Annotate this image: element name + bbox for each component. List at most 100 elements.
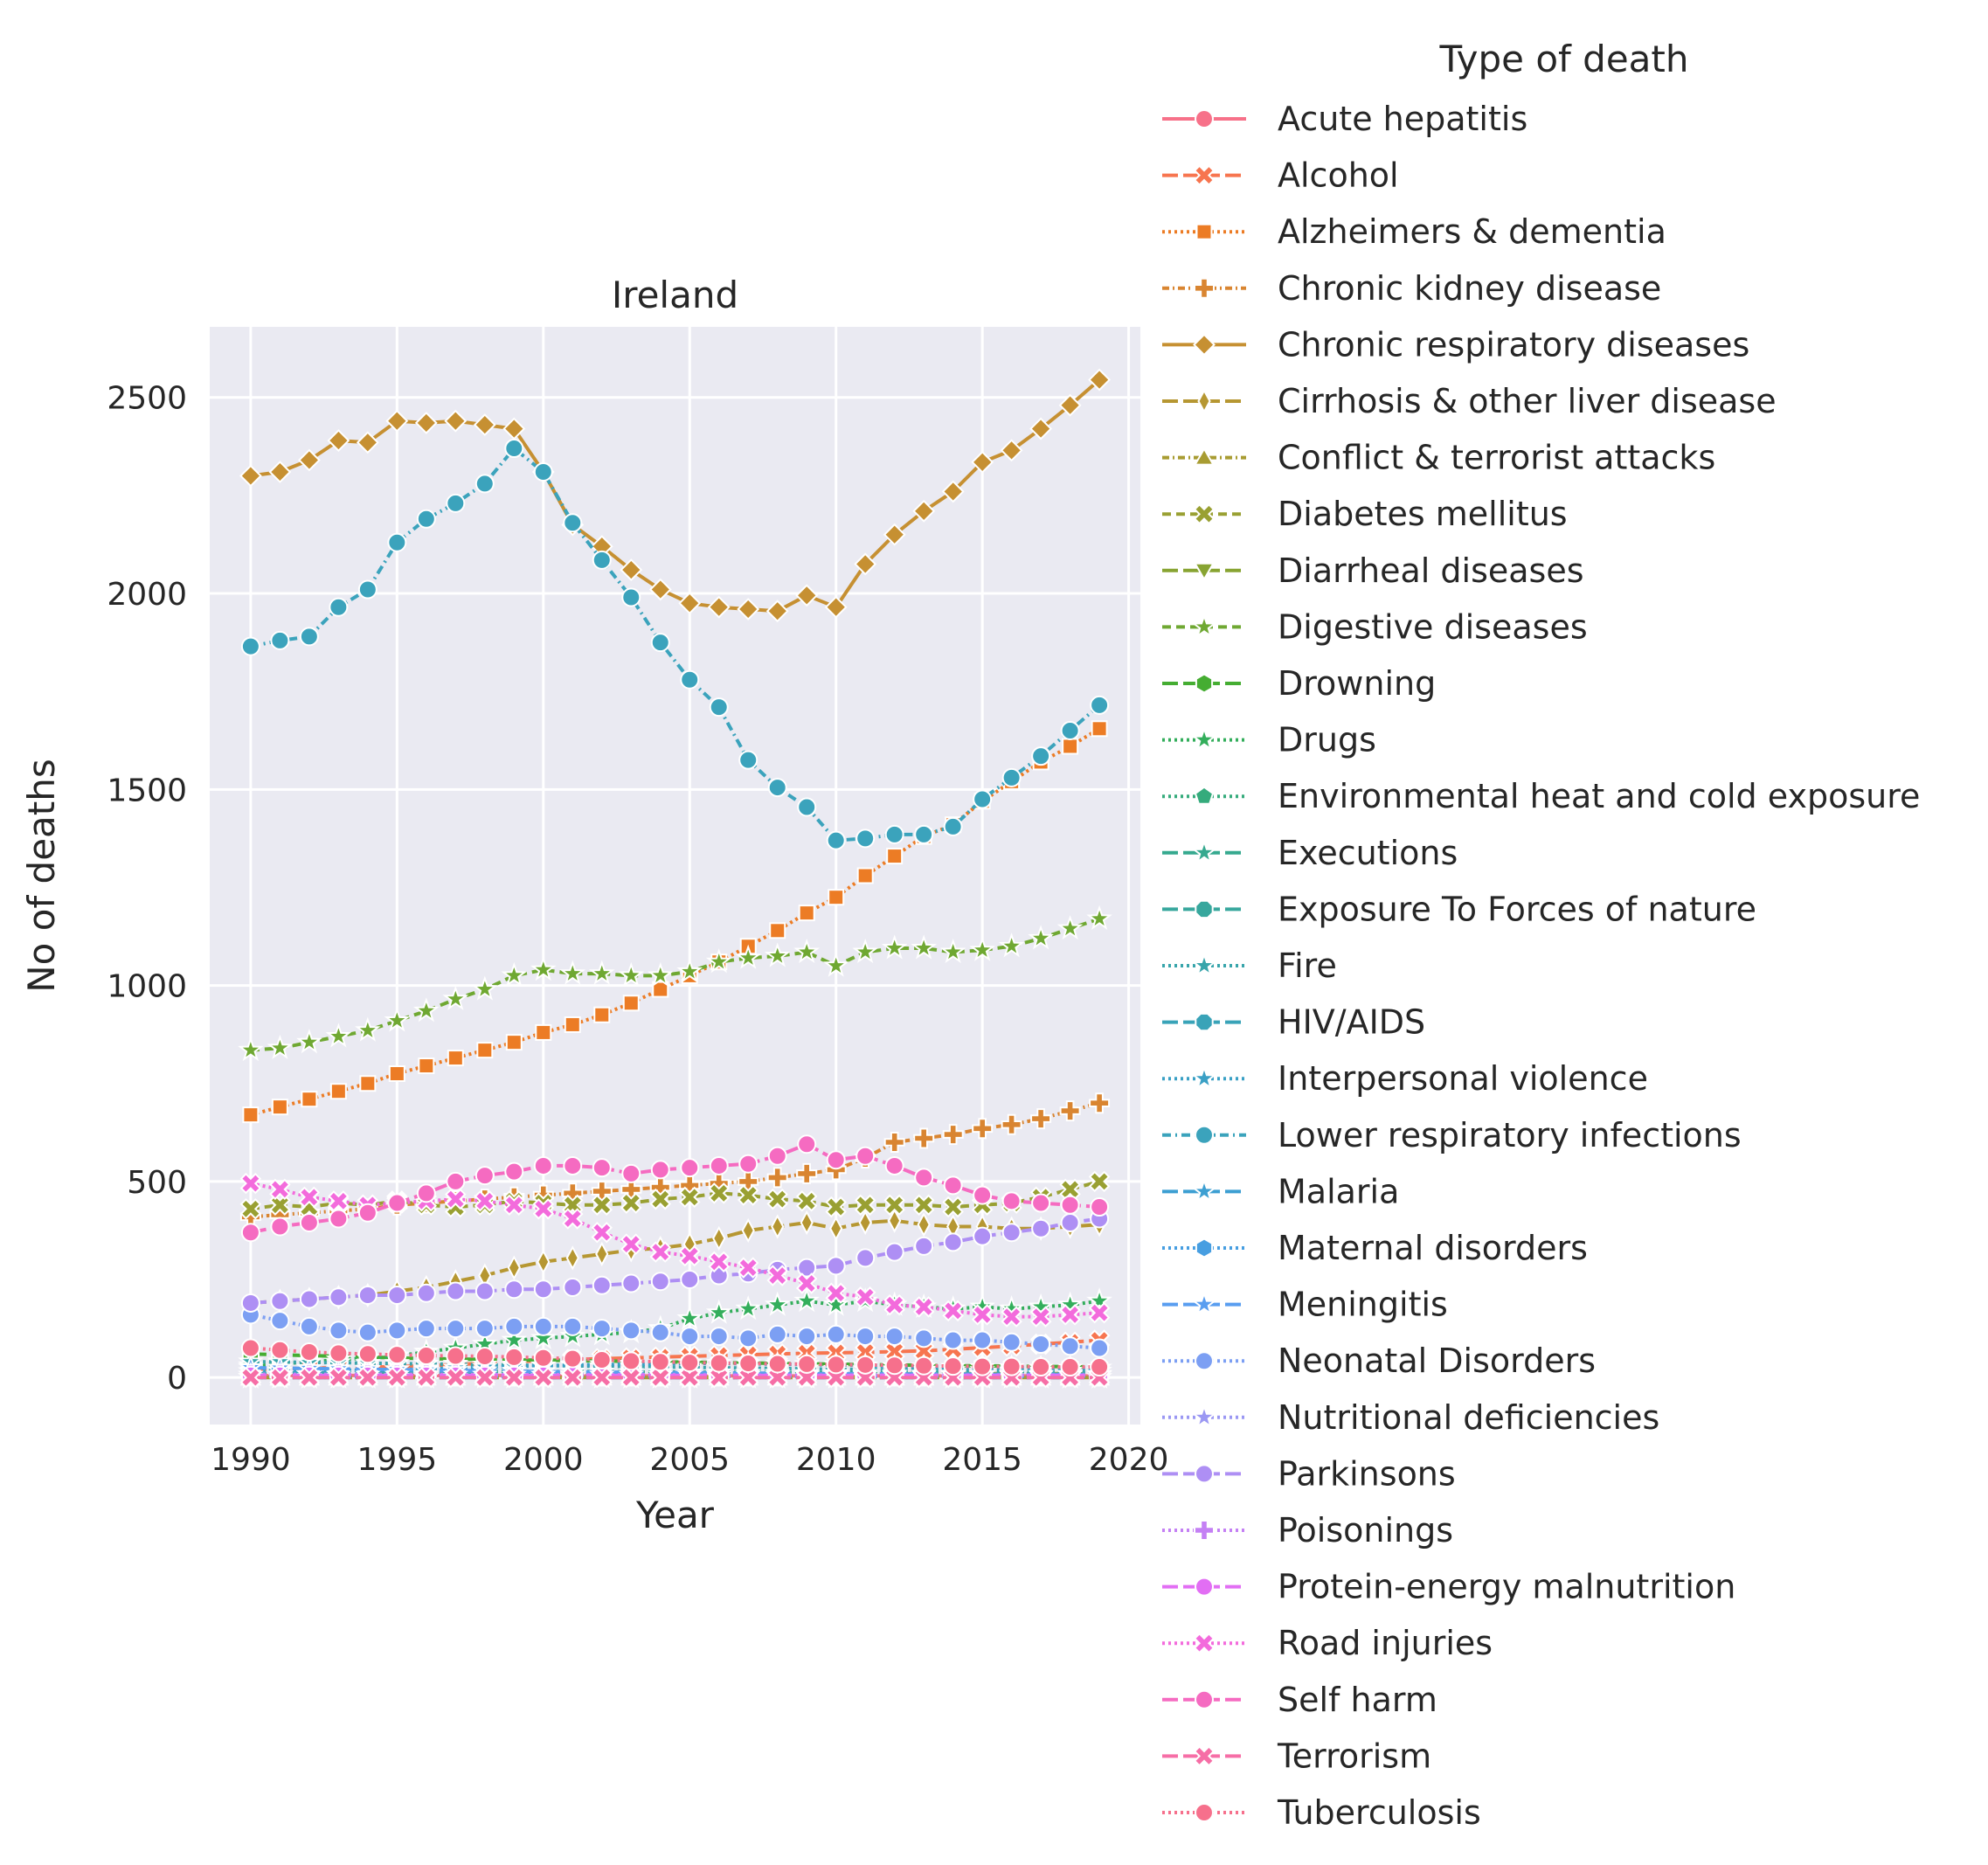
legend-entry: Neonatal Disorders: [1162, 1342, 1596, 1380]
data-point: [883, 1194, 905, 1217]
legend-entry: Digestive diseases: [1162, 607, 1588, 646]
data-point: [765, 600, 789, 623]
data-point: [1090, 1357, 1110, 1377]
legend-marker: [1195, 1689, 1214, 1709]
data-point: [533, 1348, 553, 1368]
data-point: [299, 1316, 319, 1336]
data-point: [414, 411, 438, 434]
data-point: [268, 461, 292, 483]
data-point: [445, 1366, 467, 1389]
data-point: [705, 1299, 732, 1324]
data-point: [767, 1324, 787, 1344]
data-point: [473, 413, 496, 437]
data-point: [914, 1236, 934, 1256]
legend-entry: Tuberculosis: [1162, 1793, 1481, 1832]
data-point: [971, 450, 994, 474]
data-point: [503, 1194, 525, 1217]
data-point: [943, 1330, 963, 1350]
legend-label: Diabetes mellitus: [1278, 495, 1568, 533]
data-point: [648, 578, 672, 601]
data-point: [505, 1034, 523, 1051]
legend-entry: Environmental heat and cold exposure: [1162, 777, 1920, 815]
data-point: [270, 1291, 290, 1311]
legend-marker: [1193, 503, 1216, 525]
data-point: [652, 981, 669, 998]
data-point: [709, 1155, 729, 1175]
y-tick-label: 2000: [107, 577, 187, 613]
legend-label: Interpersonal violence: [1278, 1059, 1648, 1098]
data-point: [735, 1295, 761, 1321]
data-point: [442, 985, 469, 1010]
data-point: [650, 1160, 670, 1180]
data-point: [741, 1217, 755, 1244]
legend-entry: Road injuries: [1162, 1624, 1493, 1662]
data-point: [766, 1265, 788, 1286]
data-point: [881, 934, 908, 960]
data-point: [1059, 1100, 1081, 1122]
data-point: [299, 1342, 319, 1362]
data-point: [680, 1353, 700, 1373]
data-point: [942, 1196, 964, 1218]
data-point: [474, 1190, 496, 1212]
plot-area: [210, 327, 1140, 1425]
data-point: [826, 1355, 846, 1375]
data-point: [852, 938, 879, 964]
legend-label: Road injuries: [1278, 1624, 1493, 1662]
data-point: [678, 1244, 701, 1267]
data-point: [676, 958, 703, 983]
data-point: [680, 1158, 700, 1178]
data-point: [416, 1183, 436, 1203]
data-point: [858, 1210, 872, 1236]
data-point: [1001, 1191, 1022, 1211]
data-point: [589, 960, 615, 985]
legend-label: Fire: [1278, 946, 1337, 985]
data-point: [416, 1283, 436, 1303]
data-point: [650, 633, 670, 653]
data-point: [533, 461, 553, 482]
data-point: [239, 464, 262, 488]
data-point: [822, 952, 849, 977]
data-point: [446, 493, 466, 513]
data-point: [912, 1296, 935, 1318]
legend-label: Chronic kidney disease: [1278, 269, 1661, 308]
legend-marker: [1194, 786, 1215, 805]
legend-marker: [1193, 1632, 1216, 1654]
data-point: [705, 948, 732, 974]
data-point: [795, 1190, 818, 1212]
data-point: [766, 1188, 788, 1210]
x-tick-label: 2010: [796, 1442, 876, 1478]
legend-label: Environmental heat and cold exposure: [1278, 777, 1920, 815]
data-point: [416, 1319, 436, 1339]
data-point: [270, 1217, 290, 1237]
data-point: [709, 697, 729, 718]
data-point: [270, 630, 290, 650]
data-point: [356, 431, 379, 454]
series-24: [240, 1209, 1110, 1313]
legend-entry: Alzheimers & dementia: [1162, 212, 1666, 251]
legend-marker: [1195, 1577, 1214, 1597]
data-point: [1086, 1287, 1112, 1313]
data-point: [737, 598, 760, 621]
data-point: [329, 1083, 347, 1100]
data-point: [1001, 1113, 1022, 1135]
legend-marker: [1195, 1803, 1214, 1822]
legend-marker: [1191, 952, 1217, 977]
data-point: [649, 1241, 672, 1263]
data-point: [1059, 1304, 1081, 1326]
legend-entry: Lower respiratory infections: [1162, 1116, 1742, 1154]
data-point: [562, 1366, 584, 1389]
data-point: [533, 1279, 553, 1300]
data-point: [969, 936, 995, 961]
series-7: [239, 1170, 1111, 1220]
data-point: [738, 1328, 758, 1348]
data-point: [738, 750, 758, 770]
data-point: [738, 1154, 758, 1174]
x-tick-label: 1995: [357, 1442, 438, 1478]
legend-entry: Diabetes mellitus: [1162, 495, 1568, 533]
series-18: [240, 439, 1110, 850]
data-point: [418, 1057, 435, 1075]
series-22: [240, 1305, 1110, 1358]
legend-entry: Self harm: [1162, 1681, 1437, 1719]
data-point: [797, 797, 817, 817]
data-point: [563, 1316, 583, 1336]
